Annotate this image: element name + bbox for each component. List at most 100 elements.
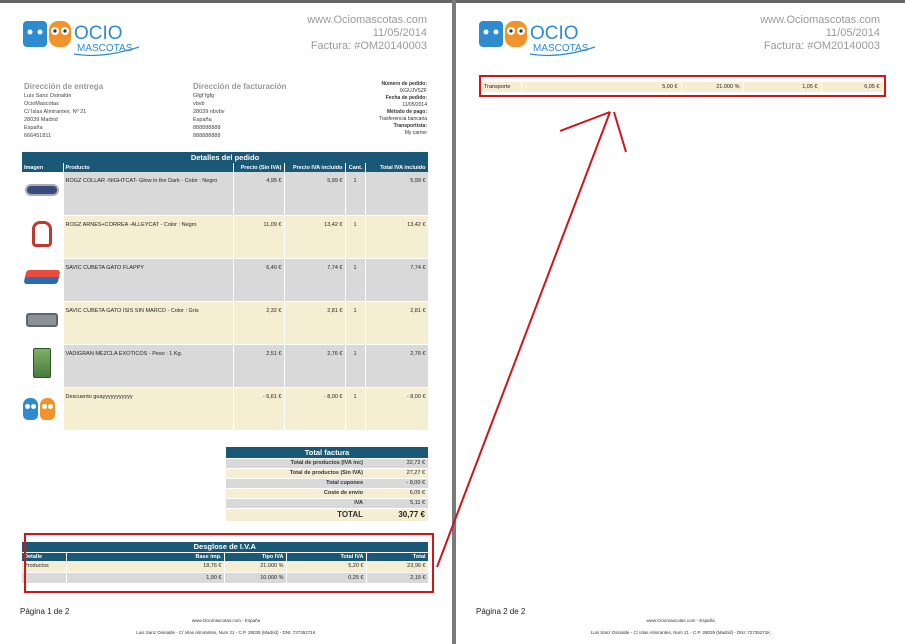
price-iva: 5,99 € <box>284 172 346 216</box>
totals-row: Coste de envío 6,05 € <box>226 488 429 499</box>
ociomascotas-logo: OCIO MASCOTAS <box>22 17 142 57</box>
iva-tax: 1,05 € <box>743 82 822 92</box>
row-total: - 8,00 € <box>365 387 429 431</box>
totals-value: 27,27 € <box>366 468 429 479</box>
price-iva: - 8,00 € <box>284 387 346 431</box>
invoice-number: Factura: #OM20140003 <box>763 40 880 52</box>
billing-line: vbvb <box>193 101 205 107</box>
totals-value: 5,11 € <box>366 498 429 509</box>
iva-rate: 21.000 % <box>681 82 744 92</box>
price-iva: 2,76 € <box>284 344 346 388</box>
footer-site: www.Ociomascotas.com - España <box>646 618 715 623</box>
price: 4,95 € <box>233 172 285 216</box>
totals-title: Total factura <box>226 447 429 459</box>
table-row: 1,90 € 10.000 % 0,25 € 2,15 € <box>22 572 429 584</box>
price: 11,09 € <box>233 215 285 259</box>
quantity: 1 <box>345 258 366 302</box>
delivery-line: Luis Sanz Osinalde <box>24 93 72 99</box>
delivery-line: España <box>24 125 43 131</box>
col-header-qty: Cant. <box>345 163 366 172</box>
table-row: SAVIC CUBETA GATO FLAPPY 6,40 € 7,74 € 1… <box>22 258 429 302</box>
product-name: SAVIC CUBETA GATO FLAPPY <box>63 258 234 302</box>
litter-tray-image <box>23 269 61 284</box>
col-header-price: Precio (Sin IVA) <box>233 163 285 172</box>
quantity: 1 <box>345 387 366 431</box>
carrier: My carrier <box>404 130 427 136</box>
order-date-label: Fecha de pedido: <box>385 95 427 101</box>
price: 6,40 € <box>233 258 285 302</box>
highlight-box-transport <box>479 75 886 97</box>
totals-row: IVA 5,11 € <box>226 498 429 509</box>
table-row: Transporte 5,00 € 21.000 % 1,05 € 6,05 € <box>481 82 884 92</box>
iva-header-tax: Total IVA <box>286 552 367 561</box>
product-name: ROGZ COLLAR -NIGHTCAT- Glow in the Dark … <box>63 172 234 216</box>
owl-logo-image <box>22 395 56 423</box>
order-meta: Número de pedido: IXGUJVSZF Fecha de ped… <box>379 81 427 137</box>
gray-tray-image <box>26 312 59 327</box>
quantity: 1 <box>345 344 366 388</box>
highlight-box-iva <box>24 533 434 593</box>
product-name: SAVIC CUBETA GATO ISIS SIN MARCO - Color… <box>63 301 234 345</box>
table-row: VADIGRAN MEZCLA EXOTICOS - Peso : 1 Kg. … <box>22 344 429 388</box>
footer-address: Luis Sanz Osinalde - C/ Islas Almirantes… <box>136 630 316 635</box>
iva-base: 1,90 € <box>66 572 225 584</box>
totals-label: Total de productos (IVA inc) <box>226 458 366 469</box>
page-number: Página 1 de 2 <box>20 607 70 616</box>
totals-row: Total de productos (Sin IVA) 27,27 € <box>226 468 429 479</box>
payment-label: Método de pago: <box>387 109 427 115</box>
iva-tax: 0,25 € <box>286 572 367 584</box>
site-url: www.Ociomascotas.com <box>307 14 427 26</box>
billing-line: 28039 nbvbv <box>193 109 225 115</box>
totals-value: 6,05 € <box>366 488 429 499</box>
invoice-date: 11/05/2014 <box>372 27 427 39</box>
site-info: www.Ociomascotas.com 11/05/2014 Factura:… <box>760 14 880 53</box>
iva-rate: 10.000 % <box>224 572 287 584</box>
table-row: ROGZ ARNES+CORREA -ALLEYCAT - Color : Ne… <box>22 215 429 259</box>
totals-label: Total cupones <box>226 478 366 489</box>
col-header-image: Imagen <box>22 163 64 172</box>
logo-text-mascotas: MASCOTAS <box>533 43 589 54</box>
quantity: 1 <box>345 301 366 345</box>
delivery-line: 666451811 <box>24 133 52 139</box>
iva-detail <box>22 572 67 584</box>
harness-product-image <box>32 220 53 247</box>
row-total: 7,74 € <box>365 258 429 302</box>
iva-base: 18,76 € <box>66 561 225 573</box>
delivery-address-heading: Dirección de entrega <box>24 82 104 91</box>
iva-total: 6,05 € <box>821 82 884 92</box>
price: 2,51 € <box>233 344 285 388</box>
col-header-total: Total IVA incluido <box>365 163 429 172</box>
totals-row: Total cupones - 8,00 € <box>226 478 429 489</box>
row-total: 2,76 € <box>365 344 429 388</box>
iva-total: 23,96 € <box>366 561 429 573</box>
delivery-address: Dirección de entrega Luis Sanz Osinalde … <box>24 81 103 140</box>
table-row: SAVIC CUBETA GATO ISIS SIN MARCO - Color… <box>22 301 429 345</box>
billing-line: España <box>193 117 212 123</box>
totals-label: IVA <box>226 498 366 509</box>
order-details-title: Detalles del pedido <box>22 152 429 163</box>
payment-method: Trasferencia bancaria <box>378 116 427 122</box>
row-total: 13,42 € <box>365 215 429 259</box>
iva-rate: 21.000 % <box>224 561 287 573</box>
grand-total-label: TOTAL <box>226 508 366 522</box>
footer-site: www.Ociomascotas.com - España <box>191 618 261 623</box>
invoice-page-1: OCIO MASCOTAS www.Ociomascotas.com 11/05… <box>0 3 452 644</box>
table-row: Productos 18,76 € 21.000 % 5,20 € 23,96 … <box>22 561 429 573</box>
grand-total-row: TOTAL 30,77 € <box>226 508 429 522</box>
iva-detail: Transporte <box>481 82 522 92</box>
order-number-label: Número de pedido: <box>381 81 427 87</box>
product-name: VADIGRAN MEZCLA EXOTICOS - Peso : 1 Kg. <box>63 344 234 388</box>
iva-base: 5,00 € <box>521 82 682 92</box>
table-row: ROGZ COLLAR -NIGHTCAT- Glow in the Dark … <box>22 172 429 216</box>
totals-label: Total de productos (Sin IVA) <box>226 468 366 479</box>
site-url: www.Ociomascotas.com <box>760 14 880 26</box>
iva-header-total: Total <box>366 552 429 561</box>
iva-header-rate: Tipo IVA <box>224 552 287 561</box>
invoice-page-2: OCIO MASCOTAS www.Ociomascotas.com 11/05… <box>456 3 905 644</box>
grand-total-value: 30,77 € <box>366 508 429 522</box>
totals-value: 32,72 € <box>366 458 429 469</box>
iva-detail: Productos <box>22 561 67 573</box>
logo-text-ocio: OCIO <box>530 23 579 44</box>
transport-iva-table: Transporte 5,00 € 21.000 % 1,05 € 6,05 € <box>481 82 884 92</box>
ociomascotas-logo: OCIO MASCOTAS <box>478 17 598 57</box>
